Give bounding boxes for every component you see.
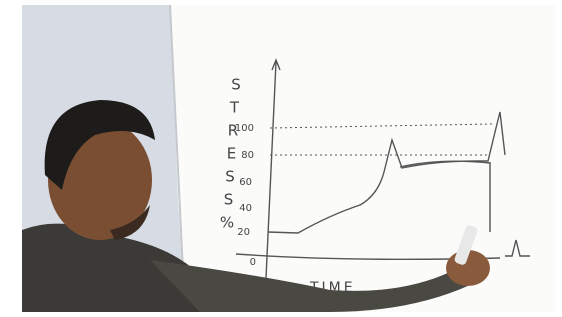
tick-label: 40 [239, 203, 252, 214]
axis-letter: T [229, 99, 240, 117]
axis-letter: E [227, 145, 236, 163]
photo: 100806040200 STRESS% TIME [0, 0, 562, 317]
axis-letter: % [220, 214, 234, 232]
tick-label: 20 [237, 227, 250, 238]
tick-label: 0 [250, 257, 256, 268]
tick-label: 80 [241, 150, 254, 161]
axis-letter: S [225, 168, 235, 186]
tick-label: 60 [239, 177, 252, 188]
axis-letter: S [224, 191, 234, 209]
axis-letter: R [228, 122, 238, 140]
axis-letter: S [231, 76, 241, 94]
